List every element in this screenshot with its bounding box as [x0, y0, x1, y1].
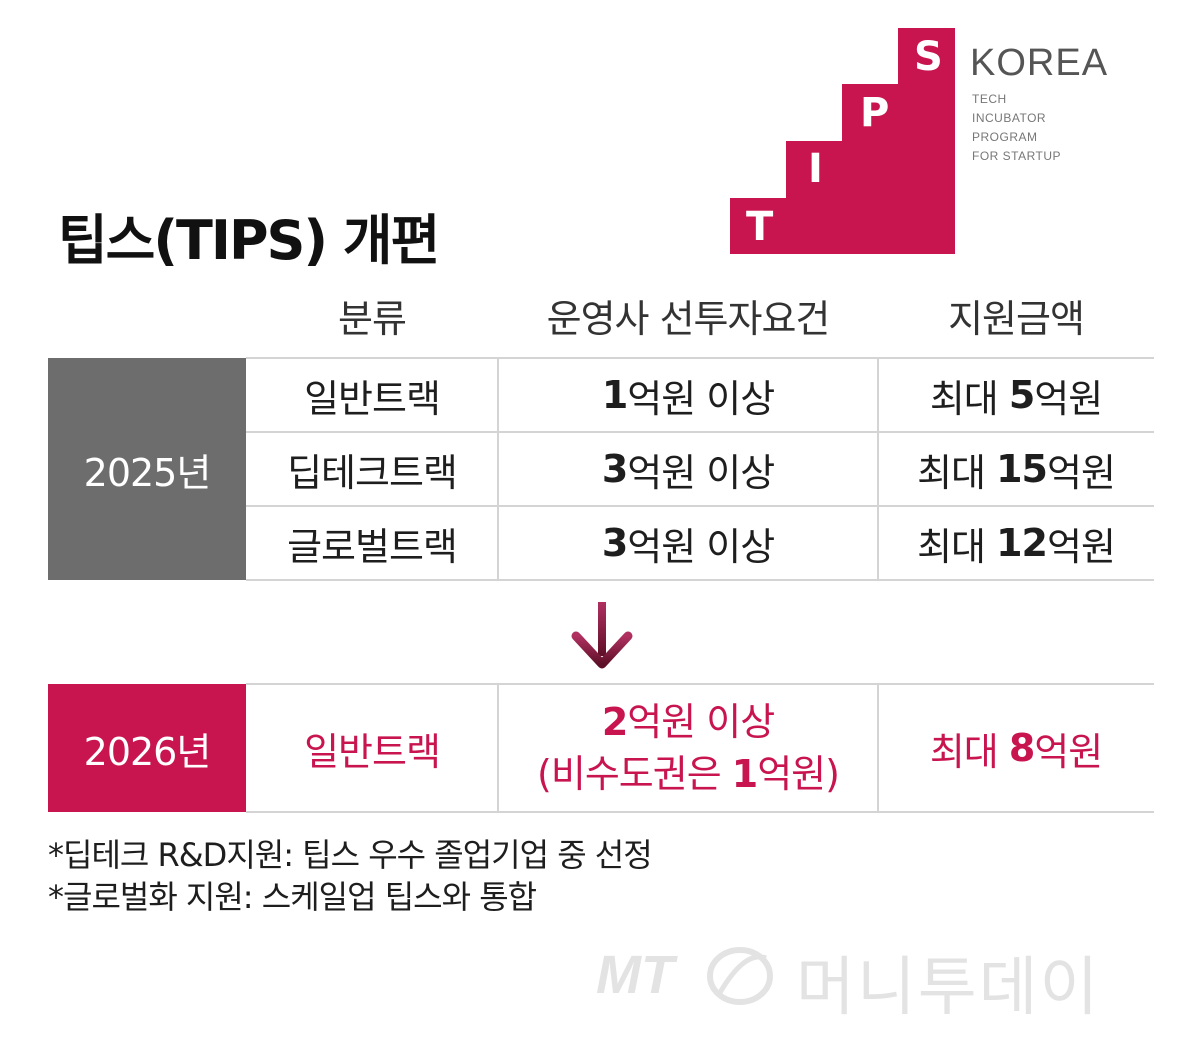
row-2025-requirement: 1 억원 이상 [498, 358, 878, 432]
row-2025-requirement: 3 억원 이상 [498, 432, 878, 506]
table-divider [877, 358, 879, 580]
watermark-name: 머니투데이 [796, 951, 1101, 1025]
table-divider [246, 579, 1154, 581]
table-divider [246, 683, 1154, 685]
requirement-line-2: (비수도권은 1억원) [537, 748, 840, 800]
requirement-note-number: 1 [731, 752, 758, 796]
tips-staircase-logo-shape [730, 28, 955, 254]
logo-letter-s: S [914, 34, 943, 80]
amount-number: 15 [996, 447, 1048, 491]
amount-unit: 억원 [1034, 729, 1103, 774]
logo-letter-t: T [746, 204, 774, 250]
logo-letter-p: P [860, 90, 890, 136]
amount-prefix: 최대 [917, 450, 997, 495]
requirement-text: 억원 이상 [627, 524, 775, 569]
amount-number: 8 [1008, 726, 1035, 770]
year-2026-label: 2026년 [48, 684, 246, 812]
moneytoday-watermark: MT 머니투데이 [596, 930, 1166, 1025]
logo-subtitle-line: TECH [972, 92, 1007, 106]
requirement-note-prefix: (비수도권은 [537, 752, 732, 796]
amount-prefix: 최대 [929, 376, 1009, 421]
table-divider [497, 358, 499, 580]
row-2025-category: 딥테크트랙 [287, 450, 458, 495]
requirement-text: 억원 이상 [627, 450, 775, 495]
row-2025-amount: 최대 5 억원 [878, 358, 1154, 432]
header-requirement: 운영사 선투자요건 [546, 297, 831, 341]
logo-subtitle-line: FOR STARTUP [972, 149, 1062, 163]
watermark-globe-icon [707, 947, 773, 1005]
requirement-number: 1 [601, 373, 628, 417]
tips-korea-logo: T I P S KOREA TECH INCUBATOR PROGRAM FOR… [730, 28, 1130, 258]
table-divider [246, 431, 1154, 433]
footnote-global: *글로벌화 지원: 스케일업 팁스와 통합 [48, 878, 537, 916]
row-2025-amount: 최대 15 억원 [878, 432, 1154, 506]
logo-subtitle-line: INCUBATOR [972, 111, 1047, 125]
header-amount: 지원금액 [948, 297, 1085, 341]
table-divider [246, 505, 1154, 507]
year-2025-label: 2025년 [48, 358, 246, 580]
watermark-mt: MT [596, 945, 674, 1005]
row-2025-category: 일반트랙 [304, 376, 441, 421]
down-arrow-icon [571, 602, 633, 669]
table-divider [246, 357, 1154, 359]
logo-letter-i: I [808, 146, 823, 192]
footnote-deeptech: *딥테크 R&D지원: 팁스 우수 졸업기업 중 선정 [48, 836, 653, 874]
amount-unit: 억원 [1034, 376, 1103, 421]
logo-subtitle: TECH INCUBATOR PROGRAM FOR STARTUP [972, 90, 1061, 166]
row-2026-amount: 최대 8 억원 [878, 684, 1154, 812]
header-category: 분류 [338, 297, 407, 341]
row-2026-requirement: 2억원 이상 (비수도권은 1억원) [498, 684, 878, 812]
requirement-number: 3 [601, 521, 628, 565]
logo-korea-text: KOREA [970, 42, 1109, 84]
row-2025-amount: 최대 12 억원 [878, 506, 1154, 580]
requirement-text: 억원 이상 [627, 700, 775, 744]
row-2025-requirement: 3 억원 이상 [498, 506, 878, 580]
requirement-text: 억원 이상 [627, 376, 775, 421]
requirement-number: 2 [601, 700, 628, 744]
amount-number: 12 [996, 521, 1048, 565]
page-title: 팁스(TIPS) 개편 [58, 209, 440, 272]
amount-unit: 억원 [1046, 450, 1116, 495]
amount-number: 5 [1008, 373, 1035, 417]
row-2025-category: 글로벌트랙 [287, 524, 458, 569]
amount-prefix: 최대 [917, 524, 997, 569]
table-divider [497, 684, 499, 812]
logo-subtitle-line: PROGRAM [972, 130, 1038, 144]
amount-unit: 억원 [1046, 524, 1116, 569]
amount-prefix: 최대 [929, 729, 1009, 774]
table-divider [877, 684, 879, 812]
requirement-number: 3 [601, 447, 628, 491]
row-2026-category: 일반트랙 [304, 729, 441, 774]
requirement-line-1: 2억원 이상 [601, 696, 775, 748]
table-divider [246, 811, 1154, 813]
requirement-note-suffix: 억원) [757, 752, 840, 796]
